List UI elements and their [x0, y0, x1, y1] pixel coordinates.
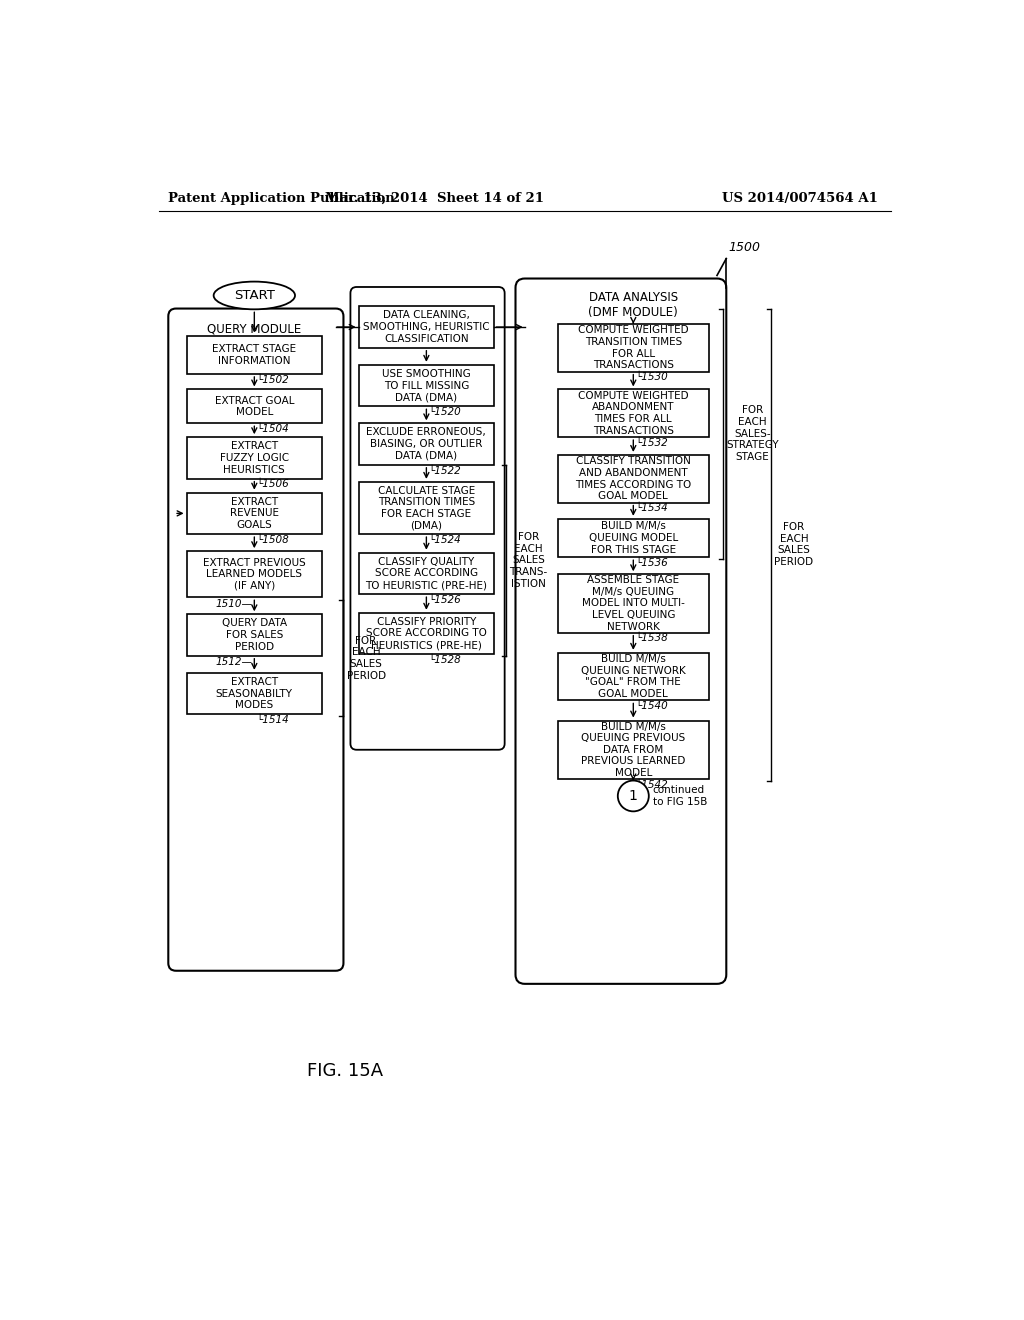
FancyBboxPatch shape: [558, 574, 709, 632]
Text: CALCULATE STAGE
TRANSITION TIMES
FOR EACH STAGE
(DMA): CALCULATE STAGE TRANSITION TIMES FOR EAC…: [378, 486, 475, 531]
Text: QUERY MODULE: QUERY MODULE: [207, 322, 301, 335]
Text: └1526: └1526: [428, 595, 461, 605]
Text: └1534: └1534: [635, 503, 668, 513]
Text: └1524: └1524: [428, 535, 461, 545]
Text: └1514: └1514: [256, 715, 289, 725]
Text: EXCLUDE ERRONEOUS,
BIASING, OR OUTLIER
DATA (DMA): EXCLUDE ERRONEOUS, BIASING, OR OUTLIER D…: [367, 428, 486, 461]
FancyBboxPatch shape: [358, 482, 495, 535]
Text: BUILD M/M/s
QUEUING PREVIOUS
DATA FROM
PREVIOUS LEARNED
MODEL: BUILD M/M/s QUEUING PREVIOUS DATA FROM P…: [581, 722, 685, 777]
FancyBboxPatch shape: [558, 389, 709, 437]
Text: CLASSIFY QUALITY
SCORE ACCORDING
TO HEURISTIC (PRE-HE): CLASSIFY QUALITY SCORE ACCORDING TO HEUR…: [366, 557, 487, 590]
Text: └1506: └1506: [256, 479, 289, 490]
Text: DATA ANALYSIS
(DMF MODULE): DATA ANALYSIS (DMF MODULE): [589, 290, 678, 318]
FancyBboxPatch shape: [558, 653, 709, 701]
Text: EXTRACT GOAL
MODEL: EXTRACT GOAL MODEL: [215, 396, 294, 417]
Text: 1510—: 1510—: [216, 599, 253, 609]
FancyBboxPatch shape: [186, 673, 323, 714]
Text: FOR
EACH
SALES
PERIOD: FOR EACH SALES PERIOD: [774, 523, 813, 568]
Text: DATA CLEANING,
SMOOTHING, HEURISTIC
CLASSIFICATION: DATA CLEANING, SMOOTHING, HEURISTIC CLAS…: [364, 310, 489, 343]
FancyBboxPatch shape: [515, 279, 726, 983]
Text: COMPUTE WEIGHTED
ABANDONMENT
TIMES FOR ALL
TRANSACTIONS: COMPUTE WEIGHTED ABANDONMENT TIMES FOR A…: [578, 391, 688, 436]
Text: CLASSIFY PRIORITY
SCORE ACCORDING TO
HEURISTICS (PRE-HE): CLASSIFY PRIORITY SCORE ACCORDING TO HEU…: [366, 616, 486, 649]
Text: └1540: └1540: [635, 701, 668, 711]
Text: USE SMOOTHING
TO FILL MISSING
DATA (DMA): USE SMOOTHING TO FILL MISSING DATA (DMA): [382, 370, 471, 403]
Text: BUILD M/M/s
QUEUING MODEL
FOR THIS STAGE: BUILD M/M/s QUEUING MODEL FOR THIS STAGE: [589, 521, 678, 554]
Text: └1504: └1504: [256, 424, 289, 434]
FancyBboxPatch shape: [168, 309, 343, 970]
Text: continued
to FIG 15B: continued to FIG 15B: [652, 785, 707, 807]
Text: EXTRACT PREVIOUS
LEARNED MODELS
(IF ANY): EXTRACT PREVIOUS LEARNED MODELS (IF ANY): [203, 557, 306, 591]
Text: EXTRACT
REVENUE
GOALS: EXTRACT REVENUE GOALS: [229, 496, 279, 529]
Text: └1508: └1508: [256, 535, 289, 545]
Text: START: START: [233, 289, 274, 302]
FancyBboxPatch shape: [358, 364, 495, 407]
FancyBboxPatch shape: [186, 552, 323, 598]
Text: CLASSIFY TRANSITION
AND ABANDONMENT
TIMES ACCORDING TO
GOAL MODEL: CLASSIFY TRANSITION AND ABANDONMENT TIME…: [575, 457, 691, 502]
Text: 1500: 1500: [729, 240, 761, 253]
Text: 1: 1: [629, 789, 638, 803]
Text: └1536: └1536: [635, 558, 668, 568]
FancyBboxPatch shape: [558, 721, 709, 779]
Text: EXTRACT
FUZZY LOGIC
HEURISTICS: EXTRACT FUZZY LOGIC HEURISTICS: [220, 441, 289, 474]
Text: └1542: └1542: [635, 780, 668, 789]
FancyBboxPatch shape: [358, 612, 495, 655]
Text: BUILD M/M/s
QUEUING NETWORK
"GOAL" FROM THE
GOAL MODEL: BUILD M/M/s QUEUING NETWORK "GOAL" FROM …: [581, 655, 686, 700]
Text: EXTRACT STAGE
INFORMATION: EXTRACT STAGE INFORMATION: [212, 345, 296, 366]
FancyBboxPatch shape: [186, 614, 323, 656]
Text: US 2014/0074564 A1: US 2014/0074564 A1: [722, 191, 879, 205]
FancyBboxPatch shape: [350, 286, 505, 750]
FancyBboxPatch shape: [186, 492, 323, 535]
FancyBboxPatch shape: [358, 553, 495, 594]
Text: COMPUTE WEIGHTED
TRANSITION TIMES
FOR ALL
TRANSACTIONS: COMPUTE WEIGHTED TRANSITION TIMES FOR AL…: [578, 326, 688, 370]
Text: QUERY DATA
FOR SALES
PERIOD: QUERY DATA FOR SALES PERIOD: [222, 619, 287, 652]
Text: └1522: └1522: [428, 466, 461, 475]
Text: FOR
EACH
SALES
PERIOD: FOR EACH SALES PERIOD: [346, 636, 386, 681]
FancyBboxPatch shape: [558, 455, 709, 503]
Circle shape: [617, 780, 649, 812]
Ellipse shape: [214, 281, 295, 309]
Text: Patent Application Publication: Patent Application Publication: [168, 191, 395, 205]
Text: FOR
EACH
SALES
TRANS-
ISTION: FOR EACH SALES TRANS- ISTION: [509, 532, 548, 589]
Text: └1532: └1532: [635, 438, 668, 447]
Text: EXTRACT
SEASONABILTY
MODES: EXTRACT SEASONABILTY MODES: [216, 677, 293, 710]
Text: 1512—: 1512—: [216, 657, 253, 668]
Text: └1538: └1538: [635, 634, 668, 643]
Text: ASSEMBLE STAGE
M/M/s QUEUING
MODEL INTO MULTI-
LEVEL QUEUING
NETWORK: ASSEMBLE STAGE M/M/s QUEUING MODEL INTO …: [582, 576, 685, 632]
Text: └1520: └1520: [428, 407, 461, 417]
FancyBboxPatch shape: [186, 437, 323, 479]
Text: FOR
EACH
SALES-
STRATEGY
STAGE: FOR EACH SALES- STRATEGY STAGE: [726, 405, 779, 462]
FancyBboxPatch shape: [186, 335, 323, 374]
FancyBboxPatch shape: [358, 306, 495, 348]
Text: └1502: └1502: [256, 375, 289, 384]
FancyBboxPatch shape: [558, 323, 709, 372]
FancyBboxPatch shape: [358, 424, 495, 465]
Text: └1528: └1528: [428, 655, 461, 665]
Text: └1530: └1530: [635, 372, 668, 383]
FancyBboxPatch shape: [558, 519, 709, 557]
Text: FIG. 15A: FIG. 15A: [307, 1061, 383, 1080]
Text: Mar. 13, 2014  Sheet 14 of 21: Mar. 13, 2014 Sheet 14 of 21: [325, 191, 544, 205]
FancyBboxPatch shape: [186, 389, 323, 424]
